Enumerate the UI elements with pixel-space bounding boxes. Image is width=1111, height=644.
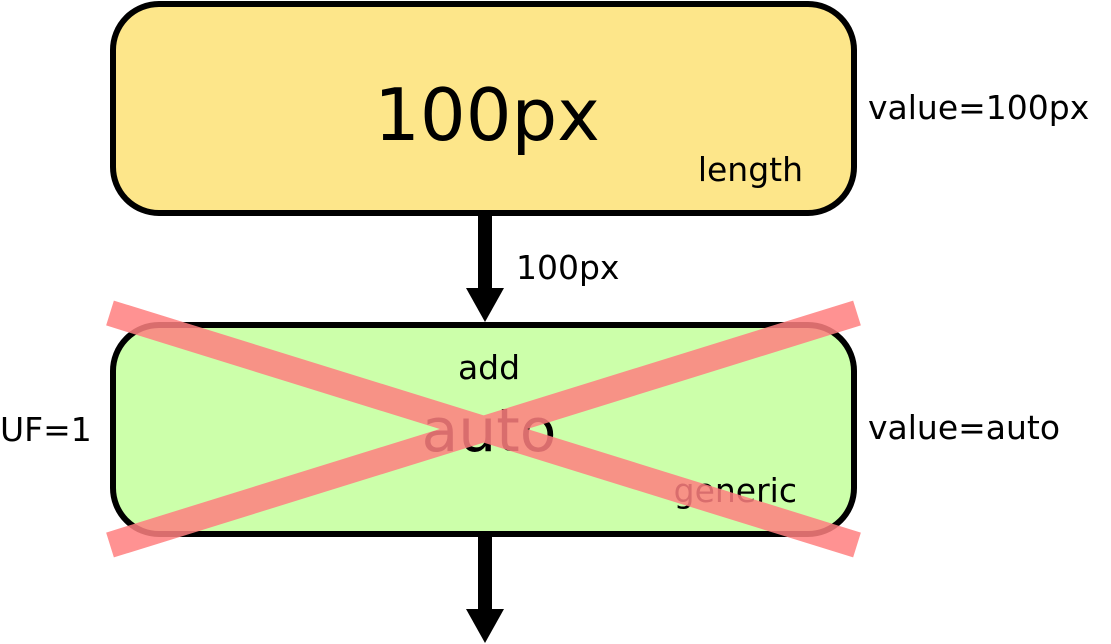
output-arrow-head (466, 609, 504, 643)
bottom-box-left-label: UF=1 (0, 410, 92, 449)
top-box-type-label: length (698, 150, 803, 189)
connector-arrow-head (466, 288, 504, 322)
connector-label: 100px (516, 248, 619, 287)
bottom-box-side-label: value=auto (868, 408, 1060, 447)
top-box-side-label: value=100px (868, 88, 1089, 127)
top-box-value: 100px (374, 73, 600, 157)
cross-out-mark (106, 300, 861, 558)
bottom-box-operation-label: add (458, 348, 520, 387)
cross-out-line-up (106, 300, 861, 558)
